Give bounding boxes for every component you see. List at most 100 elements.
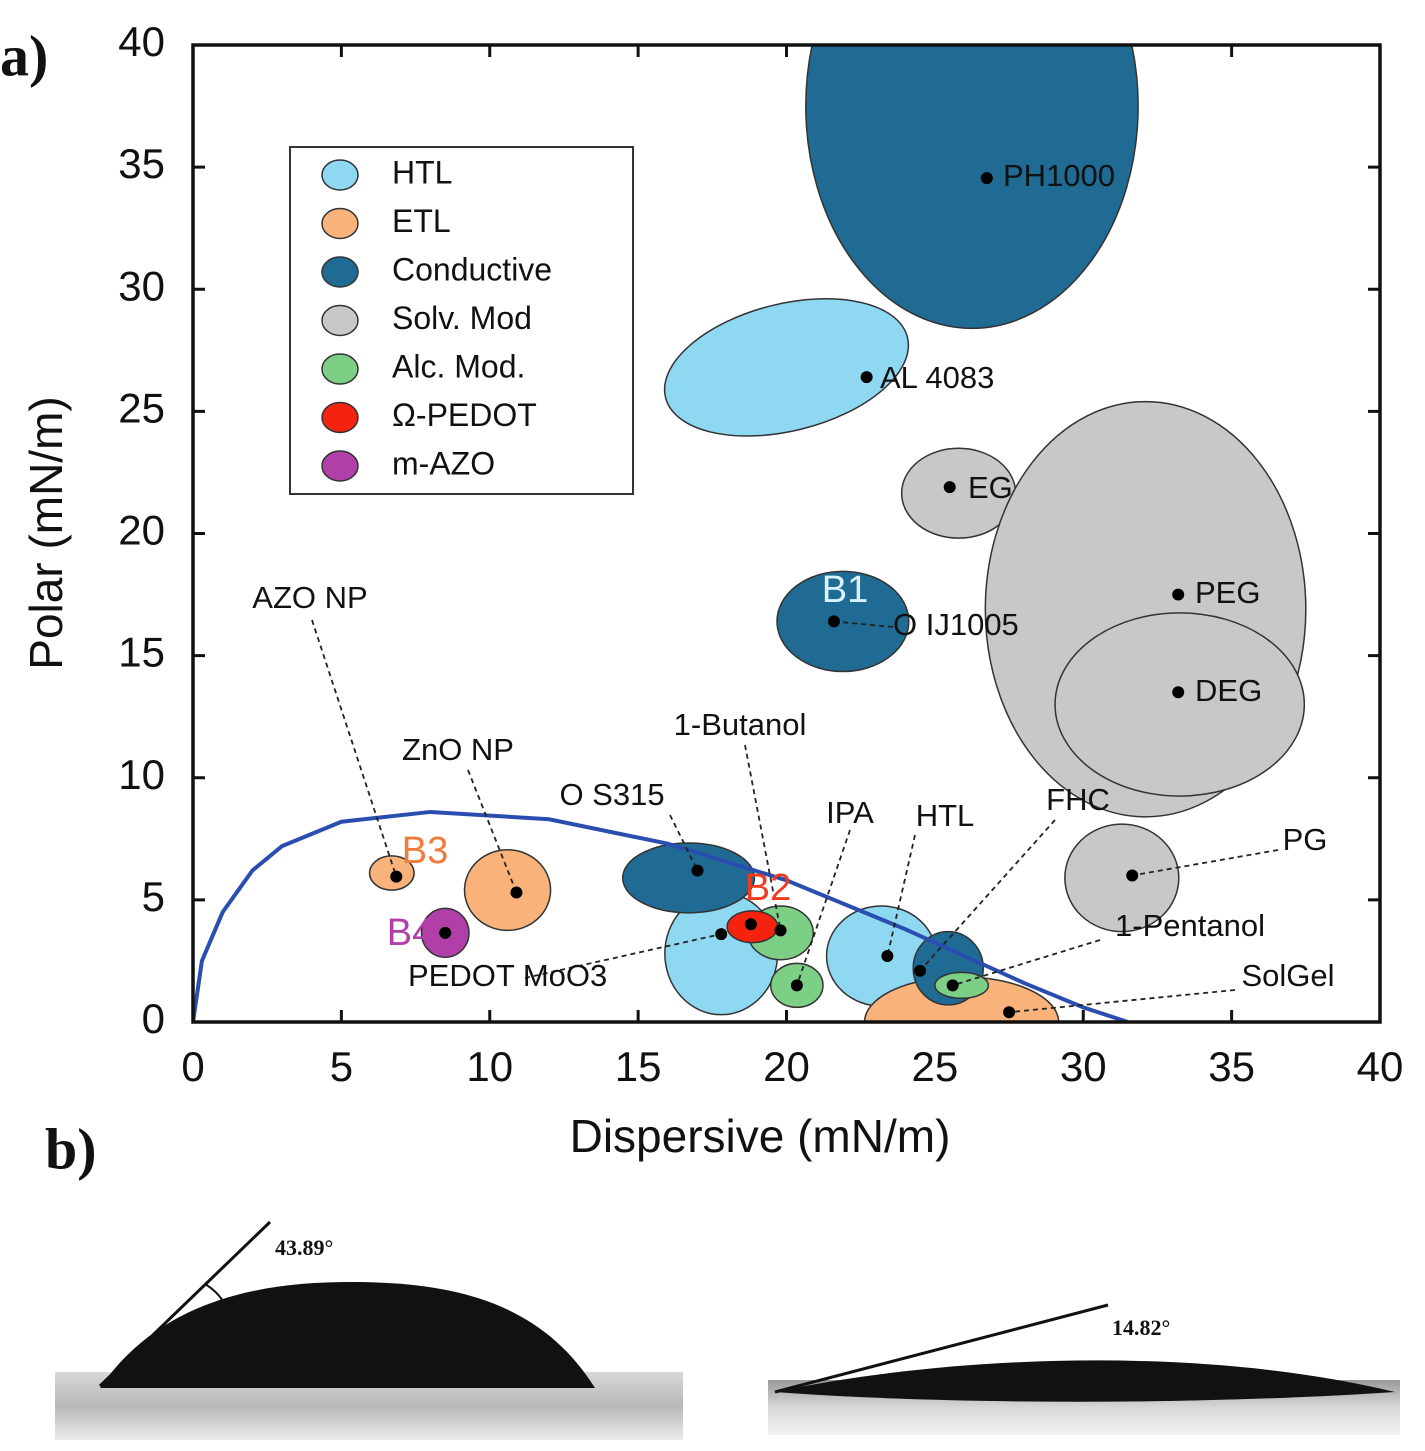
y-tick-label: 0 — [142, 995, 165, 1042]
data-point — [881, 950, 894, 963]
point-label: PEDOT MoO3 — [408, 958, 607, 993]
leader-line — [311, 619, 398, 877]
y-tick-label: 15 — [118, 629, 165, 676]
x-tick-label: 5 — [330, 1043, 353, 1090]
point-label: PH1000 — [1003, 158, 1115, 193]
data-point — [1172, 686, 1185, 699]
point-label: PEG — [1195, 575, 1260, 610]
legend-swatch — [321, 401, 359, 434]
point-label: PG — [1283, 822, 1328, 857]
y-tick-label: 35 — [118, 140, 165, 187]
photo-right: 14.82° — [768, 1303, 1400, 1435]
data-point — [980, 172, 993, 185]
y-axis-label: Polar (mN/m) — [20, 396, 72, 669]
data-point — [943, 481, 956, 494]
data-point — [860, 371, 873, 384]
legend-swatch — [321, 450, 359, 482]
point-label: 1-Butanol — [674, 707, 807, 742]
x-tick-label: 20 — [763, 1043, 810, 1090]
annotation: B1 — [822, 569, 868, 611]
point-label: IPA — [826, 795, 874, 830]
y-tick-label: 30 — [118, 262, 165, 309]
y-tick-label: 5 — [142, 873, 165, 920]
data-point — [827, 615, 840, 628]
contact-angle: 43.89° — [275, 1235, 333, 1260]
legend-label: Ω-PEDOT — [392, 397, 537, 433]
legend-swatch — [321, 207, 359, 240]
legend-label: Alc. Mod. — [392, 348, 525, 384]
x-tick-label: 25 — [912, 1043, 959, 1090]
point-label: ZnO NP — [402, 732, 514, 767]
leader-line — [952, 939, 1101, 987]
leader-line — [919, 819, 1056, 972]
legend-swatch — [321, 256, 359, 288]
leader-line — [524, 933, 722, 979]
data-point — [715, 928, 728, 941]
annotation: B3 — [402, 830, 448, 872]
contact-angle: 14.82° — [1112, 1315, 1170, 1340]
angle-arc — [204, 1283, 225, 1304]
data-point — [946, 979, 959, 992]
data-point — [439, 926, 452, 939]
leader-line — [886, 834, 916, 957]
leader-line — [1008, 989, 1236, 1014]
point-label: HTL — [916, 798, 975, 833]
x-tick-label: 0 — [181, 1043, 204, 1090]
point-label: SolGel — [1241, 958, 1334, 993]
legend-swatch — [321, 304, 359, 337]
x-tick-label: 30 — [1060, 1043, 1107, 1090]
x-tick-label: 15 — [615, 1043, 662, 1090]
leader-line — [1132, 849, 1279, 877]
point-label: 1-Pentanol — [1115, 908, 1265, 943]
point-label: O S315 — [559, 777, 664, 812]
point-label: AL 4083 — [880, 360, 994, 395]
point-label: FHC — [1046, 782, 1110, 817]
plot-clip — [193, 45, 1307, 1022]
data-point — [1172, 588, 1185, 601]
region-ellipse — [805, 45, 1139, 330]
photo-left: 43.89° — [55, 1220, 683, 1440]
panel-label: b) — [45, 1116, 97, 1181]
legend-label: ETL — [392, 203, 451, 239]
data-point — [390, 870, 403, 883]
region-ellipse — [663, 298, 910, 437]
annotation: B2 — [745, 867, 791, 909]
data-point — [790, 979, 803, 992]
legend-label: m-AZO — [392, 445, 495, 481]
y-tick-label: 10 — [118, 751, 165, 798]
wetting-envelope — [193, 809, 1129, 1022]
x-tick-label: 35 — [1208, 1043, 1255, 1090]
legend-label: Conductive — [392, 251, 552, 287]
region-ellipse — [621, 842, 756, 914]
legend-swatch — [321, 353, 359, 385]
leader-line — [796, 829, 851, 986]
leader-line — [833, 620, 894, 628]
region-ellipse — [776, 570, 910, 673]
point-label: AZO NP — [252, 580, 367, 615]
point-label: O IJ1005 — [893, 607, 1019, 642]
tangent-line — [774, 1303, 1109, 1394]
region-ellipse — [463, 849, 552, 932]
region-ellipse — [1064, 823, 1180, 933]
droplet — [100, 1282, 595, 1388]
plot-area: 0 5 10 15 20 25 30 35 40 0 5 10 15 20 25 30 35 40 AL 4083 P… — [118, 18, 1403, 1090]
panel-label: a) — [0, 23, 48, 88]
legend: HTL ETL Conductive Solv. Mod Alc. Mod. Ω-PEDO… — [289, 146, 634, 495]
leader-line — [669, 814, 699, 871]
data-point — [510, 886, 523, 899]
legend-label: HTL — [392, 154, 452, 190]
tangent-line — [98, 1220, 272, 1388]
data-point — [774, 924, 787, 937]
region-ellipse — [934, 971, 990, 1000]
data-point — [1126, 869, 1139, 882]
plot-frame — [191, 43, 1382, 1024]
data-point — [744, 918, 757, 931]
leader-line — [467, 769, 518, 893]
annotation: B4 — [387, 912, 433, 954]
droplet — [775, 1360, 1395, 1402]
legend-label: Solv. Mod — [392, 300, 532, 336]
point-label: EG — [968, 470, 1013, 505]
data-point — [691, 864, 704, 877]
y-tick-label: 20 — [118, 507, 165, 554]
